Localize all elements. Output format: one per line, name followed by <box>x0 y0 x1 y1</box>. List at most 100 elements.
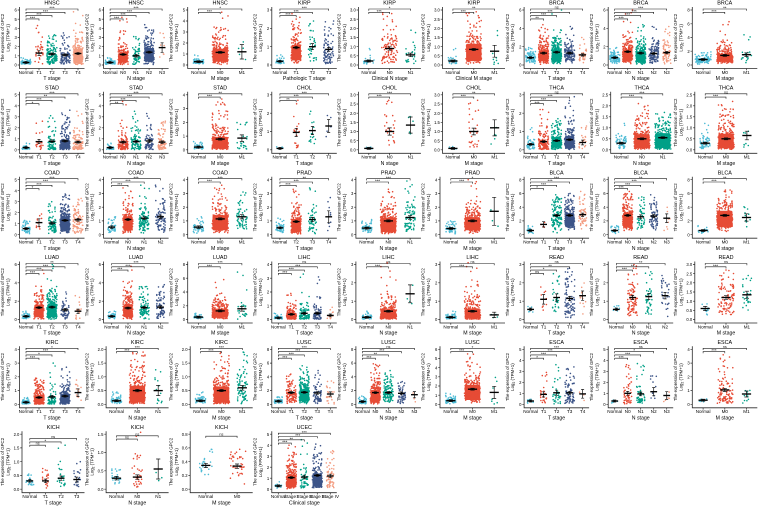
svg-text:***: *** <box>124 348 129 353</box>
svg-text:Log2 (TPM+1): Log2 (TPM+1) <box>258 108 264 136</box>
svg-text:Log2 (TPM+1): Log2 (TPM+1) <box>342 278 348 306</box>
svg-text:*: * <box>472 345 474 350</box>
svg-text:***: *** <box>375 263 380 268</box>
svg-text:Normal: Normal <box>272 70 287 75</box>
svg-text:N2: N2 <box>651 409 657 414</box>
svg-text:3: 3 <box>99 35 102 40</box>
svg-text:4: 4 <box>15 188 18 193</box>
svg-text:4: 4 <box>15 103 18 108</box>
svg-text:2: 2 <box>687 219 690 224</box>
svg-text:M1: M1 <box>743 409 750 414</box>
svg-text:8: 8 <box>687 8 690 13</box>
svg-text:2: 2 <box>15 210 18 215</box>
svg-text:M0: M0 <box>722 409 729 414</box>
svg-text:2.0: 2.0 <box>434 111 440 116</box>
svg-text:CHOL: CHOL <box>382 85 397 91</box>
svg-text:T4: T4 <box>580 324 586 329</box>
svg-text:2: 2 <box>267 388 270 393</box>
svg-text:ns: ns <box>51 435 55 439</box>
svg-text:T1: T1 <box>541 409 547 414</box>
svg-text:Normal: Normal <box>19 409 34 414</box>
svg-text:T4: T4 <box>328 409 334 414</box>
svg-text:0.6: 0.6 <box>182 446 188 451</box>
svg-text:T stage: T stage <box>296 161 313 167</box>
svg-text:Normal: Normal <box>359 324 374 329</box>
svg-text:Normal: Normal <box>443 324 458 329</box>
svg-text:**: ** <box>115 100 119 105</box>
svg-text:M0: M0 <box>723 155 730 160</box>
svg-text:2: 2 <box>351 280 354 285</box>
svg-text:ns: ns <box>555 90 559 94</box>
svg-text:3: 3 <box>351 262 354 267</box>
svg-text:2.0: 2.0 <box>686 103 692 108</box>
svg-text:N stage: N stage <box>632 416 650 422</box>
svg-text:***: *** <box>548 9 553 14</box>
svg-text:The expression of GPC2: The expression of GPC2 <box>421 353 426 402</box>
svg-text:The expression of GPC2: The expression of GPC2 <box>337 98 342 147</box>
svg-text:***: *** <box>295 348 300 353</box>
svg-text:***: *** <box>713 94 718 99</box>
svg-text:N0: N0 <box>125 240 131 245</box>
svg-text:Log2 (TPM+1): Log2 (TPM+1) <box>342 363 348 391</box>
svg-text:N1: N1 <box>638 240 644 245</box>
svg-text:M stage: M stage <box>465 161 484 167</box>
svg-text:5: 5 <box>99 92 102 97</box>
svg-text:0: 0 <box>435 402 438 407</box>
svg-text:0.0: 0.0 <box>182 487 188 492</box>
svg-text:***: *** <box>30 16 35 21</box>
svg-text:N1: N1 <box>141 324 147 329</box>
svg-text:0.5: 0.5 <box>98 388 104 393</box>
svg-text:**: ** <box>303 175 307 180</box>
svg-text:3: 3 <box>267 92 270 97</box>
svg-text:1: 1 <box>519 129 522 134</box>
svg-text:0.2: 0.2 <box>182 473 188 478</box>
svg-text:T3: T3 <box>567 155 573 160</box>
svg-text:0: 0 <box>435 317 438 322</box>
svg-text:T1: T1 <box>541 155 547 160</box>
svg-text:The expression of GPC2: The expression of GPC2 <box>337 183 342 232</box>
svg-text:M0: M0 <box>217 324 224 329</box>
svg-text:STAD: STAD <box>45 85 59 91</box>
svg-text:N0: N0 <box>625 70 631 75</box>
svg-text:Normal: Normal <box>271 324 286 329</box>
svg-text:ESCA: ESCA <box>549 340 564 346</box>
svg-text:Normal: Normal <box>607 409 622 414</box>
svg-text:Log2 (TPM+1): Log2 (TPM+1) <box>510 193 516 221</box>
svg-text:T stage: T stage <box>45 500 62 506</box>
svg-text:Pathologic T stage: Pathologic T stage <box>283 76 326 82</box>
svg-text:N0: N0 <box>134 494 140 499</box>
svg-text:N stage: N stage <box>381 161 399 167</box>
svg-text:Normal: Normal <box>19 155 34 160</box>
svg-text:N2: N2 <box>398 409 404 414</box>
svg-text:N1: N1 <box>155 494 161 499</box>
svg-text:T4: T4 <box>580 240 586 245</box>
svg-text:2.5: 2.5 <box>434 102 440 107</box>
svg-text:2: 2 <box>435 384 438 389</box>
svg-text:3: 3 <box>435 191 438 196</box>
svg-text:Log2 (TPM+1): Log2 (TPM+1) <box>174 448 180 476</box>
svg-text:***: *** <box>554 175 559 180</box>
svg-text:M stage: M stage <box>716 246 735 252</box>
svg-text:***: *** <box>49 6 54 11</box>
svg-text:T stage: T stage <box>296 246 313 252</box>
svg-text:ESCA: ESCA <box>717 340 732 346</box>
svg-text:M stage: M stage <box>463 331 482 337</box>
svg-text:0: 0 <box>267 402 270 407</box>
svg-text:The expression of GPC2: The expression of GPC2 <box>0 268 5 317</box>
svg-text:Log2 (TPM+1): Log2 (TPM+1) <box>90 278 96 306</box>
svg-text:Log2 (TPM+1): Log2 (TPM+1) <box>510 24 516 52</box>
svg-text:Stage II: Stage II <box>296 494 312 499</box>
svg-text:UCEC: UCEC <box>297 425 312 431</box>
svg-text:0: 0 <box>603 232 606 237</box>
svg-text:N stage: N stage <box>379 416 397 422</box>
svg-text:The expression of GPC2: The expression of GPC2 <box>253 437 258 486</box>
svg-text:1: 1 <box>435 393 438 398</box>
svg-text:T2: T2 <box>58 494 64 499</box>
svg-text:M0: M0 <box>217 240 224 245</box>
svg-text:The expression of GPC2: The expression of GPC2 <box>505 183 510 232</box>
svg-text:N3: N3 <box>159 70 165 75</box>
svg-text:The expression of GPC2: The expression of GPC2 <box>253 13 258 62</box>
svg-text:HNSC: HNSC <box>128 1 143 7</box>
svg-text:6: 6 <box>99 8 102 13</box>
svg-text:0: 0 <box>183 63 186 68</box>
